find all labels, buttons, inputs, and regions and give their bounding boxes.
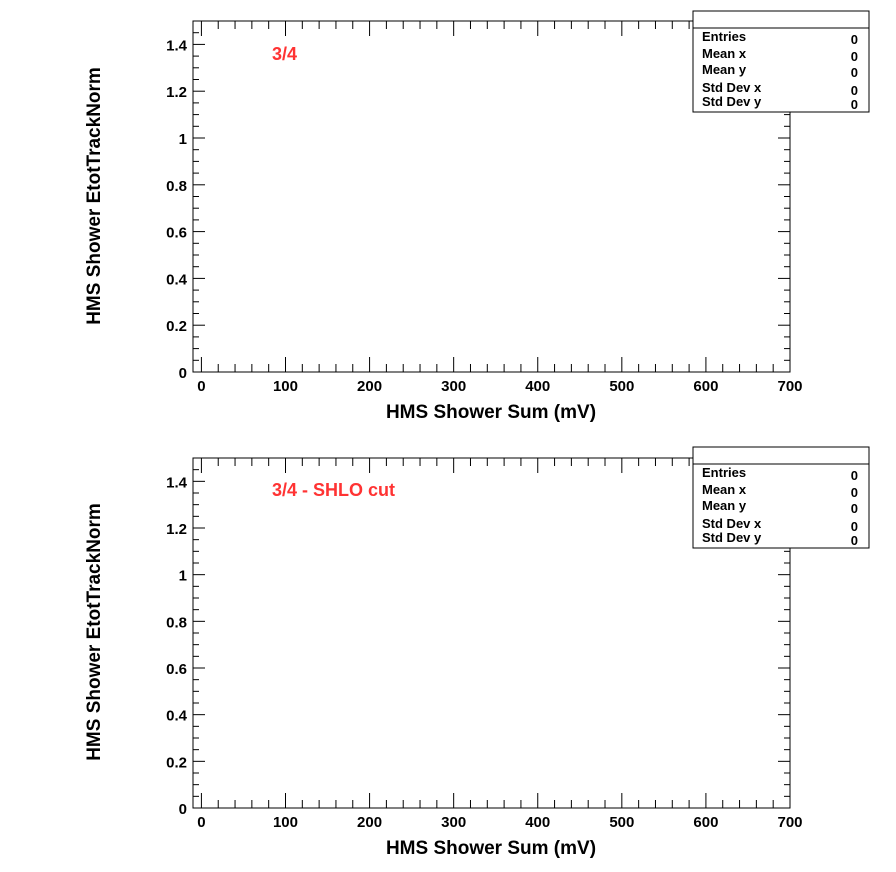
y-tick-label: 0.8 <box>166 614 187 631</box>
x-axis-ticks: 0 100 200 300 400 500 600 700 <box>197 458 803 831</box>
x-tick-label: 500 <box>609 814 634 831</box>
stats-label: Mean x <box>702 46 747 61</box>
x-tick-label: 700 <box>777 378 802 395</box>
stats-label: Entries <box>702 29 746 44</box>
y-tick-label: 0.4 <box>166 271 188 288</box>
stats-value: 0 <box>851 65 858 80</box>
x-axis-label: HMS Shower Sum (mV) <box>386 838 596 859</box>
x-tick-label: 600 <box>693 814 718 831</box>
stats-label: Mean y <box>702 498 747 513</box>
plot-annotation: 3/4 <box>272 44 297 64</box>
x-tick-label: 300 <box>441 378 466 395</box>
plot-annotation: 3/4 - SHLO cut <box>272 480 395 500</box>
x-tick-label: 100 <box>273 814 298 831</box>
y-axis-label: HMS Shower EtotTrackNorm <box>84 503 105 761</box>
x-axis-label: HMS Shower Sum (mV) <box>386 402 596 423</box>
stats-value: 0 <box>851 501 858 516</box>
y-tick-label: 1.2 <box>166 84 187 101</box>
x-tick-label: 100 <box>273 378 298 395</box>
y-tick-label: 0.8 <box>166 178 187 195</box>
y-axis-label: HMS Shower EtotTrackNorm <box>84 67 105 325</box>
stats-box: Entries 0 Mean x 0 Mean y 0 Std Dev x 0 Std Dev … <box>692 10 870 113</box>
y-tick-label: 0 <box>179 801 187 818</box>
stats-box: Entries 0 Mean x 0 Mean y 0 Std Dev x 0 Std Dev … <box>692 446 870 549</box>
stats-label: Entries <box>702 465 746 480</box>
x-tick-label: 700 <box>777 814 802 831</box>
stats-label: Std Dev y <box>702 94 762 109</box>
x-tick-label: 400 <box>525 378 550 395</box>
y-tick-label: 0.6 <box>166 661 187 678</box>
y-tick-label: 1.4 <box>166 37 188 54</box>
plot-panel-top: 0 100 200 300 400 500 600 700 0 0.2 0.4 0.6 0.8 1 1.2… <box>84 10 870 423</box>
y-axis-ticks: 0 0.2 0.4 0.6 0.8 1 1.2 1.4 <box>166 457 790 818</box>
stats-value: 0 <box>851 97 858 112</box>
y-axis-ticks: 0 0.2 0.4 0.6 0.8 1 1.2 1.4 <box>166 20 790 382</box>
x-tick-label: 0 <box>197 814 205 831</box>
x-tick-label: 200 <box>357 378 382 395</box>
x-tick-label: 300 <box>441 814 466 831</box>
stats-value: 0 <box>851 468 858 483</box>
stats-value: 0 <box>851 533 858 548</box>
stats-value: 0 <box>851 32 858 47</box>
plot-panel-bottom: 0 100 200 300 400 500 600 700 0 0.2 0.4 0.6 0.8 1 1.2… <box>84 446 870 859</box>
y-tick-label: 0.2 <box>166 318 187 335</box>
stats-value: 0 <box>851 49 858 64</box>
x-tick-label: 200 <box>357 814 382 831</box>
stats-label: Std Dev x <box>702 80 762 95</box>
stats-value: 0 <box>851 485 858 500</box>
stats-value: 0 <box>851 83 858 98</box>
stats-label: Std Dev y <box>702 530 762 545</box>
x-axis-ticks: 0 100 200 300 400 500 600 700 <box>197 21 803 395</box>
y-tick-label: 0.4 <box>166 708 188 725</box>
y-tick-label: 0 <box>179 365 187 382</box>
y-tick-label: 0.6 <box>166 225 187 242</box>
y-tick-label: 1 <box>179 131 187 148</box>
stats-value: 0 <box>851 519 858 534</box>
y-tick-label: 1.2 <box>166 521 187 538</box>
y-tick-label: 0.2 <box>166 754 187 771</box>
x-tick-label: 500 <box>609 378 634 395</box>
y-tick-label: 1.4 <box>166 474 188 491</box>
x-tick-label: 600 <box>693 378 718 395</box>
stats-label: Mean y <box>702 62 747 77</box>
stats-label: Std Dev x <box>702 516 762 531</box>
x-tick-label: 0 <box>197 378 205 395</box>
x-tick-label: 400 <box>525 814 550 831</box>
y-tick-label: 1 <box>179 568 187 585</box>
stats-label: Mean x <box>702 482 747 497</box>
